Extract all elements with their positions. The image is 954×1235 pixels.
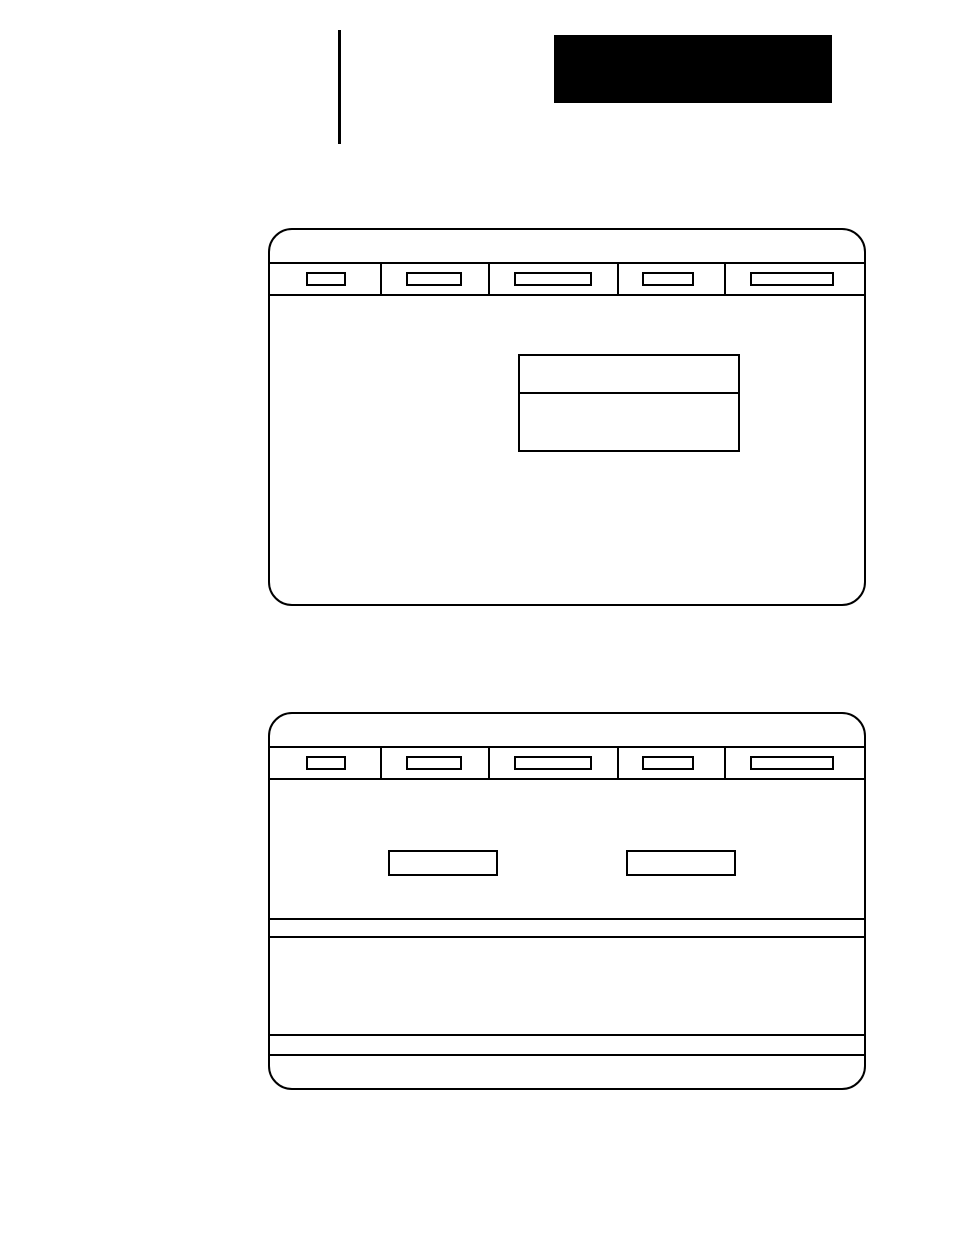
tab-divider bbox=[380, 264, 382, 294]
tab-divider bbox=[617, 748, 619, 778]
row-band bbox=[270, 918, 864, 920]
tab-button[interactable] bbox=[306, 756, 346, 770]
tab-divider bbox=[488, 264, 490, 294]
tab-divider bbox=[724, 264, 726, 294]
tab-divider bbox=[488, 748, 490, 778]
panel-2-field-right[interactable] bbox=[626, 850, 736, 876]
tab-divider bbox=[380, 748, 382, 778]
tab-button[interactable] bbox=[406, 272, 462, 286]
tab-divider bbox=[724, 748, 726, 778]
panel-2 bbox=[268, 712, 866, 1090]
row-band bbox=[270, 936, 864, 938]
row-band bbox=[270, 1034, 864, 1036]
tab-button[interactable] bbox=[750, 272, 834, 286]
tab-button[interactable] bbox=[514, 756, 592, 770]
panel-1-inner-box-bottom bbox=[518, 392, 740, 452]
panel-1-inner-box-top bbox=[518, 354, 740, 394]
panel-1 bbox=[268, 228, 866, 606]
tab-button[interactable] bbox=[306, 272, 346, 286]
tab-button[interactable] bbox=[642, 756, 694, 770]
tab-button[interactable] bbox=[406, 756, 462, 770]
panel-2-field-left[interactable] bbox=[388, 850, 498, 876]
header-vertical-rule bbox=[338, 30, 341, 144]
tab-button[interactable] bbox=[514, 272, 592, 286]
panel-2-tab-strip bbox=[270, 746, 864, 780]
tab-button[interactable] bbox=[750, 756, 834, 770]
tab-button[interactable] bbox=[642, 272, 694, 286]
panel-1-tab-strip bbox=[270, 262, 864, 296]
tab-divider bbox=[617, 264, 619, 294]
header-black-box bbox=[554, 35, 832, 103]
row-band bbox=[270, 1054, 864, 1056]
